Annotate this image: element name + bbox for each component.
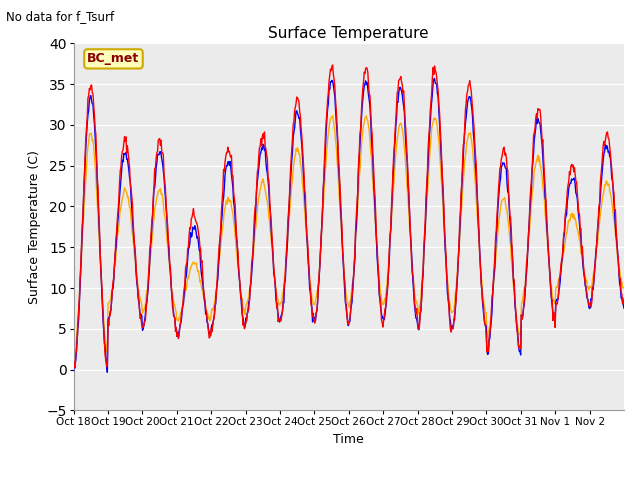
NR01_PRT xyxy=(620,305,628,311)
NR01_Tsurf xyxy=(236,284,244,290)
Text: BC_met: BC_met xyxy=(88,52,140,65)
NR01_Tsurf xyxy=(438,159,445,165)
AirT xyxy=(264,199,271,204)
NR01_PRT xyxy=(104,369,111,375)
NR01_PRT xyxy=(406,227,414,233)
NR01_Tsurf xyxy=(407,237,415,243)
NR01_PRT xyxy=(438,165,445,170)
NR01_PRT xyxy=(70,368,77,374)
NR01_PRT xyxy=(431,76,438,82)
NR01_Tsurf xyxy=(620,296,628,301)
NR01_Tsurf xyxy=(329,62,337,68)
AirT xyxy=(620,285,628,290)
NR01_Tsurf xyxy=(135,297,143,303)
NR01_Tsurf xyxy=(71,365,79,371)
Text: No data for f_Tsurf: No data for f_Tsurf xyxy=(6,10,115,23)
AirT xyxy=(70,350,78,356)
AirT xyxy=(407,242,415,248)
Line: NR01_Tsurf: NR01_Tsurf xyxy=(74,65,624,368)
AirT xyxy=(329,113,337,119)
NR01_Tsurf xyxy=(264,156,271,162)
Title: Surface Temperature: Surface Temperature xyxy=(269,25,429,41)
X-axis label: Time: Time xyxy=(333,433,364,446)
NR01_PRT xyxy=(236,284,244,289)
AirT xyxy=(438,182,445,188)
Line: AirT: AirT xyxy=(74,116,624,353)
Line: NR01_PRT: NR01_PRT xyxy=(74,79,624,372)
NR01_Tsurf xyxy=(70,359,77,364)
Y-axis label: Surface Temperature (C): Surface Temperature (C) xyxy=(28,150,41,304)
AirT xyxy=(284,229,292,235)
NR01_Tsurf xyxy=(284,215,292,220)
AirT xyxy=(135,288,143,294)
NR01_PRT xyxy=(284,219,292,225)
NR01_PRT xyxy=(135,300,143,305)
AirT xyxy=(236,283,244,288)
AirT xyxy=(70,297,77,303)
NR01_PRT xyxy=(264,170,271,176)
